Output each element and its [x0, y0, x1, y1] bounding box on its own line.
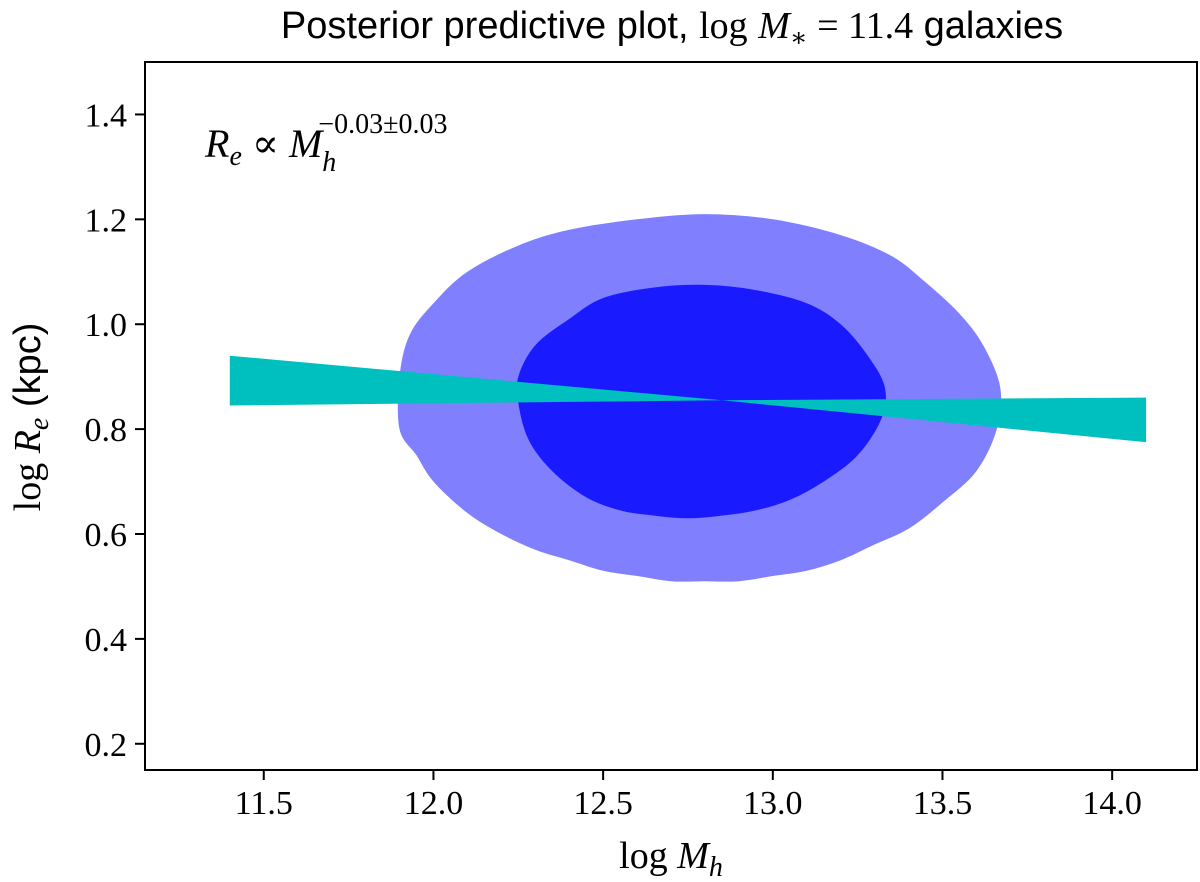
y-axis-label: log Re (kpc) — [7, 323, 55, 512]
x-tick-label: 11.5 — [235, 785, 293, 822]
y-tick-label: 0.8 — [85, 412, 128, 449]
x-axis-label: log Mh — [619, 835, 723, 882]
band-layer — [229, 355, 1147, 443]
x-tick-label: 12.0 — [404, 785, 464, 822]
x-tick-label: 12.5 — [573, 785, 633, 822]
x-tick-label: 13.0 — [743, 785, 803, 822]
contour-inner — [516, 284, 886, 519]
relation-annotation: Re ∝ Mh−0.03±0.03 — [204, 109, 447, 178]
y-tick-label: 0.6 — [85, 517, 128, 554]
x-tick-label: 13.5 — [913, 785, 973, 822]
y-tick-label: 1.4 — [85, 97, 128, 134]
contour-layer — [397, 214, 1002, 582]
chart-title: Posterior predictive plot, log M∗ = 11.4… — [281, 5, 1063, 52]
y-tick-label: 1.2 — [85, 202, 128, 239]
x-axis-ticks: 11.5 12.0 12.5 13.0 13.5 14.0 — [235, 770, 1142, 822]
y-tick-label: 0.4 — [85, 622, 128, 659]
y-axis-ticks: 0.2 0.4 0.6 0.8 1.0 1.2 1.4 — [85, 97, 145, 764]
y-tick-label: 1.0 — [85, 307, 128, 344]
y-tick-label: 0.2 — [85, 727, 128, 764]
relation-band — [229, 355, 1147, 443]
x-tick-label: 14.0 — [1082, 785, 1142, 822]
plot-frame — [144, 61, 1198, 771]
